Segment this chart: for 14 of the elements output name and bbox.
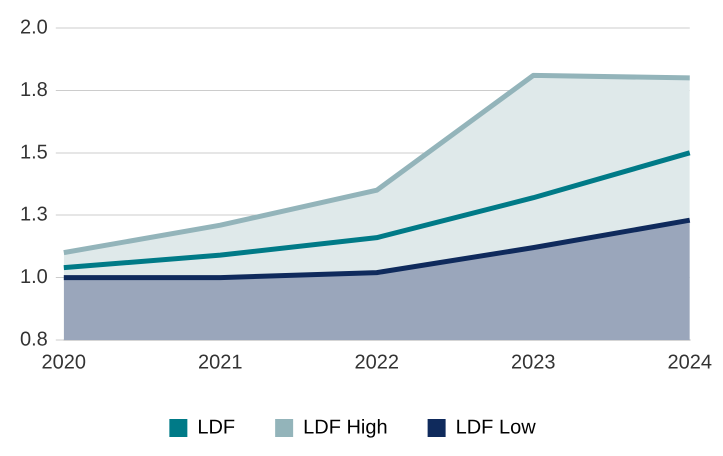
x-tick-label: 2024 (668, 352, 712, 374)
x-tick-label: 2020 (42, 352, 86, 374)
y-tick-label: 2.0 (20, 16, 48, 39)
x-tick-label: 2022 (354, 352, 400, 374)
y-tick-label: 1.3 (20, 204, 48, 226)
y-tick-label: 1.8 (20, 78, 48, 101)
legend-label: LDF Low (456, 416, 536, 439)
y-tick-label: 0.8 (20, 328, 48, 351)
legend-label: LDF High (303, 416, 388, 439)
y-tick-label: 1.5 (20, 141, 48, 164)
y-tick-label: 1.0 (20, 266, 48, 288)
x-tick-label: 2023 (511, 352, 556, 374)
x-tick-label: 2021 (198, 352, 243, 374)
legend-label: LDF (197, 416, 236, 439)
